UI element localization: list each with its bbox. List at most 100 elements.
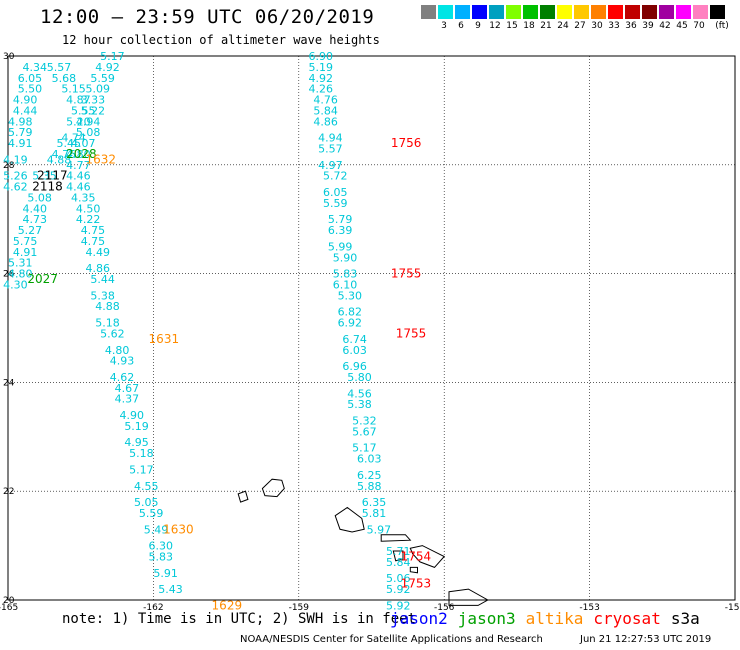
- island-outline: [409, 566, 418, 574]
- swh-value: 4.75: [81, 235, 106, 248]
- swh-value: 4.77: [66, 159, 91, 172]
- swh-value: 5.18: [129, 447, 154, 460]
- lat-tick-label: 20: [3, 596, 15, 606]
- swh-value: 5.88: [357, 480, 382, 493]
- credit-text: NOAA/NESDIS Center for Satellite Applica…: [240, 634, 543, 645]
- swh-value: 4.62: [110, 371, 135, 384]
- swh-value: 5.15: [61, 83, 86, 96]
- swh-value: 5.26: [3, 170, 28, 183]
- island-outline: [261, 478, 285, 498]
- pass-time: 1630: [163, 522, 194, 536]
- swh-value: 5.18: [95, 317, 120, 330]
- scale-swatch: [659, 5, 674, 19]
- swh-value: 5.57: [47, 61, 71, 74]
- scale-label: 39: [642, 21, 654, 31]
- swh-value: 4.56: [347, 387, 372, 400]
- swh-value: 5.19: [124, 420, 149, 433]
- legend-cryosat: cryosat: [593, 609, 661, 628]
- scale-swatch: [421, 5, 436, 19]
- swh-value: 4.94: [318, 132, 343, 145]
- map-subtitle: 12 hour collection of altimeter wave hei…: [62, 33, 380, 47]
- swh-value: 4.88: [95, 300, 120, 313]
- swh-value: 4.86: [313, 115, 338, 128]
- swh-value: 5.32: [352, 414, 377, 427]
- swh-value: 6.30: [149, 540, 174, 553]
- swh-value: 5.08: [27, 191, 51, 204]
- pass-time: 1631: [149, 332, 180, 346]
- axis-tick-labels: -165 -162 -159 -156 -153 -150 30 28 26 24 22 20: [0, 52, 740, 613]
- swh-value: 5.05: [134, 496, 159, 509]
- scale-label: 33: [608, 21, 620, 31]
- lat-tick-label: 22: [3, 487, 14, 497]
- swh-value: 4.74: [61, 132, 86, 145]
- swh-value: 6.05: [323, 186, 348, 199]
- swh-value: 4.80: [8, 268, 33, 281]
- swh-value: 5.45: [56, 137, 81, 150]
- swh-value: 4.34: [23, 61, 48, 74]
- swh-value: 5.99: [328, 240, 353, 253]
- swh-value: 4.87: [66, 94, 91, 107]
- swh-value: 5.38: [347, 398, 372, 411]
- swh-value: 5.79: [8, 126, 33, 139]
- swh-value: 4.90: [13, 94, 37, 107]
- swh-value: 5.17: [100, 50, 125, 63]
- swh-value: 4.91: [13, 246, 37, 259]
- swh-value: 4.98: [8, 115, 33, 128]
- pass-time: 1755: [396, 326, 427, 340]
- swh-labels: 5.174.925.595.093.335.224.945.084.074.80…: [3, 50, 410, 612]
- swh-value: 4.22: [76, 213, 101, 226]
- scale-swatch: [693, 5, 708, 19]
- swh-value: 4.62: [3, 181, 28, 194]
- swh-value: 3.33: [81, 94, 106, 107]
- swh-value: 5.75: [13, 235, 37, 248]
- swh-value: 5.92: [386, 599, 411, 612]
- swh-value: 5.50: [18, 83, 43, 96]
- scale-label: 6: [458, 21, 464, 31]
- swh-value: 5.71: [386, 545, 411, 558]
- pass-time: 2028: [66, 147, 97, 161]
- swh-value: 4.49: [86, 246, 111, 259]
- pass-time: 1632: [86, 152, 117, 166]
- swh-value: 5.79: [328, 213, 353, 226]
- swh-value: 4.76: [313, 94, 338, 107]
- footer-note: note: 1) Time is in UTC; 2) SWH is in fe…: [62, 611, 417, 627]
- pass-time: 1755: [391, 267, 422, 281]
- scale-label: 70: [693, 21, 705, 31]
- swh-value: 4.97: [318, 159, 343, 172]
- swh-value: 4.94: [76, 115, 101, 128]
- swh-value: 5.91: [153, 567, 178, 580]
- scale-label: 30: [591, 21, 603, 31]
- island-outline: [237, 490, 249, 503]
- swh-value: 4.90: [119, 409, 143, 422]
- swh-value: 5.90: [333, 251, 358, 264]
- swh-value: 4.55: [134, 480, 159, 493]
- island-outline: [409, 545, 446, 568]
- pass-time: 1629: [212, 598, 243, 612]
- hawaiian-islands: [237, 478, 489, 606]
- scale-label: 45: [676, 21, 688, 31]
- swh-value: 5.68: [52, 72, 76, 85]
- swh-value: 5.57: [318, 142, 343, 155]
- legend-jason3: jason3: [457, 609, 516, 628]
- swh-value: 4.35: [71, 191, 96, 204]
- scale-swatch: [625, 5, 640, 19]
- lon-tick-label: -153: [579, 603, 599, 613]
- scale-swatch: [574, 5, 589, 19]
- scale-unit: (ft): [715, 21, 729, 31]
- scale-swatch: [506, 5, 521, 19]
- swh-value: 5.92: [386, 583, 411, 596]
- swh-value: 4.93: [110, 355, 135, 368]
- swh-value: 4.75: [52, 148, 76, 161]
- pass-time: 2118: [32, 180, 63, 194]
- pass-time: 2117: [37, 169, 68, 183]
- swh-value: 4.50: [76, 202, 101, 215]
- pass-time: 1756: [391, 136, 422, 150]
- swh-value: 4.73: [23, 213, 48, 226]
- swh-value: 4.67: [115, 382, 140, 395]
- swh-value: 5.20: [66, 115, 91, 128]
- swh-value: 5.55: [71, 104, 96, 117]
- island-outline: [392, 550, 404, 562]
- lat-tick-label: 26: [3, 270, 15, 280]
